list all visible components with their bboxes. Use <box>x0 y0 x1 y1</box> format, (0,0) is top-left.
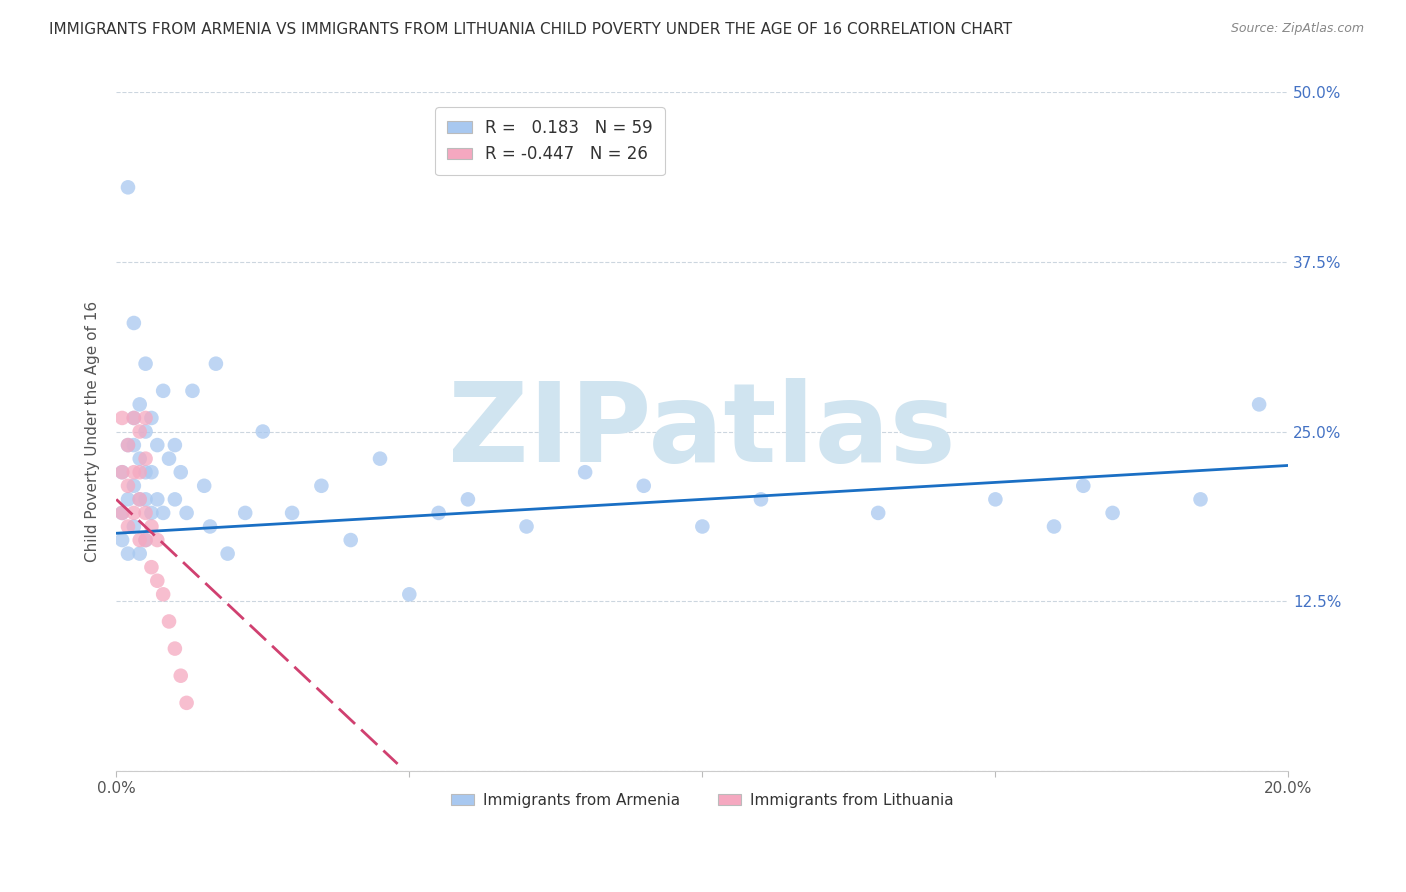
Legend: Immigrants from Armenia, Immigrants from Lithuania: Immigrants from Armenia, Immigrants from… <box>444 787 960 814</box>
Point <box>122 506 145 520</box>
Text: IMMIGRANTS FROM ARMENIA VS IMMIGRANTS FROM LITHUANIA CHILD POVERTY UNDER THE AGE: IMMIGRANTS FROM ARMENIA VS IMMIGRANTS FR… <box>49 22 1012 37</box>
Point <box>157 615 180 629</box>
Point <box>1101 506 1123 520</box>
Point <box>146 574 169 588</box>
Point <box>515 519 537 533</box>
Point <box>152 506 174 520</box>
Point <box>122 411 145 425</box>
Point <box>281 506 304 520</box>
Point <box>135 533 157 547</box>
Point <box>111 506 134 520</box>
Point <box>170 669 193 683</box>
Point <box>163 438 186 452</box>
Point <box>176 696 198 710</box>
Point <box>135 506 157 520</box>
Point <box>574 465 596 479</box>
Point <box>128 492 150 507</box>
Point <box>117 492 139 507</box>
Point <box>163 492 186 507</box>
Point <box>1043 519 1066 533</box>
Point <box>135 465 157 479</box>
Point <box>1249 397 1271 411</box>
Point <box>135 492 157 507</box>
Point <box>141 411 163 425</box>
Point <box>152 587 174 601</box>
Point <box>122 465 145 479</box>
Point <box>368 451 391 466</box>
Point <box>141 560 163 574</box>
Point <box>339 533 361 547</box>
Point <box>163 641 186 656</box>
Point <box>181 384 204 398</box>
Point <box>311 479 333 493</box>
Point <box>122 479 145 493</box>
Point <box>128 397 150 411</box>
Point <box>170 465 193 479</box>
Point <box>128 547 150 561</box>
Point <box>868 506 890 520</box>
Point <box>135 411 157 425</box>
Point <box>233 506 256 520</box>
Y-axis label: Child Poverty Under the Age of 16: Child Poverty Under the Age of 16 <box>86 301 100 562</box>
Point <box>135 451 157 466</box>
Point <box>122 411 145 425</box>
Point <box>117 479 139 493</box>
Point <box>152 384 174 398</box>
Point <box>111 533 134 547</box>
Point <box>117 519 139 533</box>
Point <box>128 492 150 507</box>
Point <box>122 316 145 330</box>
Point <box>111 465 134 479</box>
Point <box>111 411 134 425</box>
Point <box>157 451 180 466</box>
Point <box>984 492 1007 507</box>
Point <box>252 425 274 439</box>
Text: Source: ZipAtlas.com: Source: ZipAtlas.com <box>1230 22 1364 36</box>
Point <box>128 451 150 466</box>
Point <box>128 425 150 439</box>
Point <box>398 587 420 601</box>
Point <box>205 357 228 371</box>
Point <box>198 519 221 533</box>
Point <box>146 438 169 452</box>
Point <box>117 438 139 452</box>
Point <box>1071 479 1094 493</box>
Point <box>135 357 157 371</box>
Point <box>692 519 714 533</box>
Point <box>111 506 134 520</box>
Point <box>141 519 163 533</box>
Point <box>633 479 655 493</box>
Point <box>135 533 157 547</box>
Text: ZIPatlas: ZIPatlas <box>449 378 956 485</box>
Point <box>1189 492 1212 507</box>
Point <box>117 547 139 561</box>
Point <box>146 492 169 507</box>
Point <box>141 506 163 520</box>
Point <box>117 438 139 452</box>
Point <box>176 506 198 520</box>
Point <box>122 438 145 452</box>
Point <box>217 547 239 561</box>
Point <box>128 533 150 547</box>
Point <box>427 506 450 520</box>
Point <box>457 492 479 507</box>
Point <box>111 465 134 479</box>
Point <box>117 180 139 194</box>
Point <box>135 425 157 439</box>
Point <box>122 519 145 533</box>
Point <box>749 492 772 507</box>
Point <box>146 533 169 547</box>
Point <box>193 479 215 493</box>
Point <box>128 465 150 479</box>
Point <box>141 465 163 479</box>
